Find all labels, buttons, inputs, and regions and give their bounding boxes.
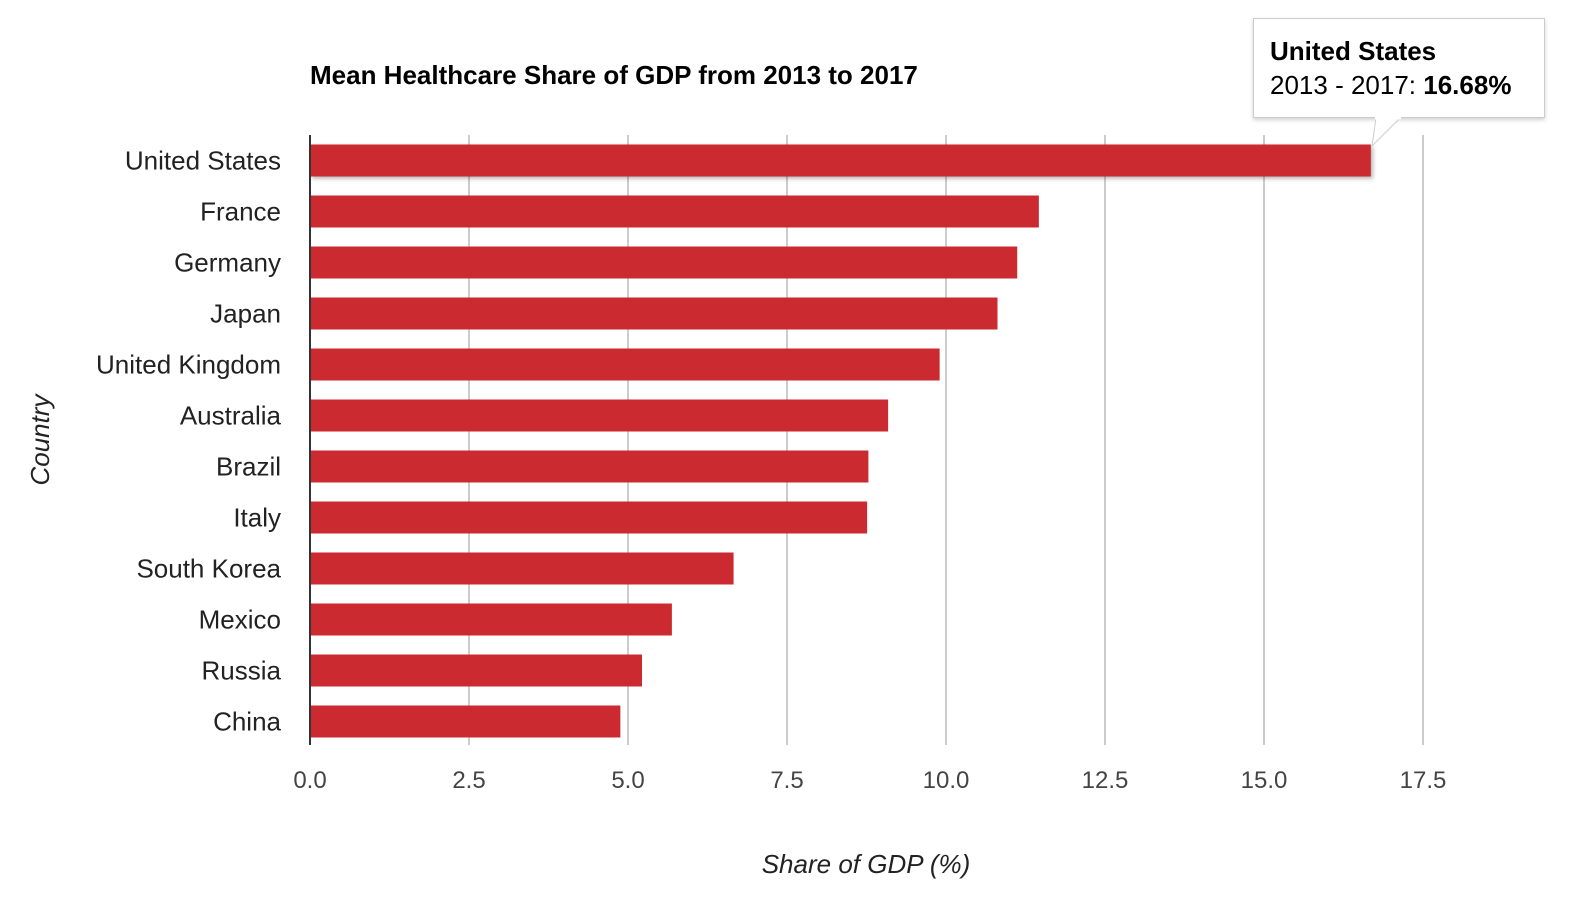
category-labels: United States France Germany Japan United Ki…	[96, 146, 282, 737]
x-tick-label: 2.5	[452, 767, 485, 794]
category-label: Brazil	[216, 452, 281, 482]
x-tick-label: 5.0	[611, 767, 644, 794]
category-label: China	[213, 707, 281, 737]
chart-title: Mean Healthcare Share of GDP from 2013 t…	[310, 60, 918, 90]
bar[interactable]	[310, 144, 1371, 177]
bar[interactable]	[310, 501, 868, 534]
tooltip-country: United States	[1270, 36, 1437, 66]
bar[interactable]	[310, 297, 998, 330]
gridlines	[468, 135, 1424, 745]
bars[interactable]	[310, 144, 1371, 738]
category-label: United Kingdom	[96, 350, 281, 380]
x-tick-label: 0.0	[293, 767, 326, 794]
bar[interactable]	[310, 399, 889, 432]
category-label: Germany	[174, 248, 281, 278]
x-tick-labels: 0.0 2.5 5.0 7.5 10.0 12.5 15.0 17.5	[293, 767, 1446, 794]
x-tick-label: 12.5	[1082, 767, 1129, 794]
bar[interactable]	[310, 450, 869, 483]
tooltip-range-label: 2013 - 2017:	[1270, 70, 1417, 100]
bar[interactable]	[310, 348, 940, 381]
x-tick-label: 7.5	[770, 767, 803, 794]
x-tick-label: 15.0	[1241, 767, 1288, 794]
bar[interactable]	[310, 654, 642, 687]
tooltip: United States 2013 - 2017: 16.68%	[1253, 18, 1545, 118]
x-axis-title: Share of GDP (%)	[762, 849, 971, 879]
tooltip-line: 2013 - 2017: 16.68%	[1270, 67, 1528, 103]
x-tick-label: 17.5	[1400, 767, 1447, 794]
category-label: Australia	[180, 401, 282, 431]
category-label: South Korea	[136, 554, 281, 584]
bar[interactable]	[310, 552, 734, 585]
category-label: Mexico	[199, 605, 281, 635]
category-label: France	[200, 197, 281, 227]
bar[interactable]	[310, 705, 621, 738]
category-label: United States	[125, 146, 281, 176]
bar[interactable]	[310, 603, 672, 636]
y-axis-title: Country	[25, 392, 55, 485]
category-label: Japan	[210, 299, 281, 329]
tooltip-pointer	[1371, 117, 1402, 148]
category-label: Italy	[233, 503, 281, 533]
bar[interactable]	[310, 195, 1039, 228]
tooltip-value: 16.68%	[1423, 70, 1512, 100]
bar[interactable]	[310, 246, 1018, 279]
category-label: Russia	[202, 656, 282, 686]
x-tick-label: 10.0	[923, 767, 970, 794]
